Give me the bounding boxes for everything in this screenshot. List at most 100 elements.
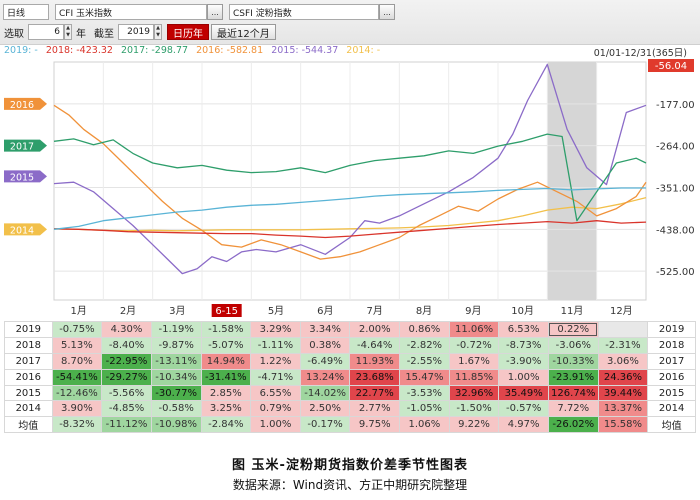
table-cell: -2.82% bbox=[399, 336, 450, 354]
series-line-2016 bbox=[53, 104, 647, 260]
table-cell: -30.77% bbox=[150, 384, 202, 402]
table-cell: 2.77% bbox=[349, 400, 401, 418]
toolbar-row-symbols: 日线 CFI 玉米指数 ... CSFI 淀粉指数 ... bbox=[0, 2, 395, 22]
row-year-label: 2019 bbox=[647, 321, 696, 338]
table-cell: 3.29% bbox=[250, 321, 301, 338]
table-cell: 39.44% bbox=[597, 384, 649, 402]
y-tick-label: -264.00 bbox=[656, 142, 695, 153]
seasonality-line-chart: -177.00 -264.00 -351.00 -438.00 -525.00 1月 2月 3… bbox=[4, 59, 695, 317]
legend-item-2015[interactable]: 2015: -544.37 bbox=[271, 45, 339, 56]
table-cell: -8.73% bbox=[498, 336, 549, 354]
table-cell: -8.40% bbox=[101, 336, 152, 354]
legend-item-2016[interactable]: 2016: -582.81 bbox=[196, 45, 264, 56]
last-12-months-button[interactable]: 最近12个月 bbox=[211, 24, 276, 40]
table-cell: -22.95% bbox=[101, 352, 152, 370]
cutoff-year-input[interactable]: 2019 bbox=[118, 24, 154, 40]
table-cell: -4.85% bbox=[101, 400, 152, 418]
table-cell: 6.55% bbox=[250, 384, 301, 402]
table-cell: -0.75% bbox=[51, 321, 103, 338]
symbol-a-browse-button[interactable]: ... bbox=[207, 4, 223, 20]
table-cell: 11.93% bbox=[349, 352, 401, 370]
table-cell: -5.56% bbox=[101, 384, 152, 402]
table-cell: 3.25% bbox=[200, 400, 252, 418]
table-cell: 24.36% bbox=[597, 368, 649, 386]
legend-item-2017[interactable]: 2017: -298.77 bbox=[120, 45, 189, 56]
row-year-label: 2019 bbox=[4, 321, 53, 338]
x-tick-label: 2月 bbox=[120, 305, 136, 317]
years-unit-label: 年 bbox=[76, 28, 86, 40]
cutoff-year-spinner[interactable]: ▲ ▼ bbox=[154, 24, 162, 40]
table-cell: -2.55% bbox=[399, 352, 450, 370]
select-label: 选取 bbox=[4, 28, 24, 40]
table-cell: -1.11% bbox=[250, 336, 301, 354]
table-cell: 8.70% bbox=[51, 352, 103, 370]
y-tick-label: -438.00 bbox=[656, 225, 695, 236]
x-tick-label: 11月 bbox=[561, 305, 584, 317]
x-tick-label: 10月 bbox=[511, 305, 534, 317]
row-year-label: 2018 bbox=[647, 336, 696, 354]
table-cell: -3.90% bbox=[498, 352, 549, 370]
table-cell: 126.74% bbox=[547, 384, 599, 402]
x-tick-label: 12月 bbox=[610, 305, 633, 317]
series-line-2018 bbox=[53, 220, 647, 239]
row-year-label: 2018 bbox=[4, 336, 53, 354]
table-cell: -0.57% bbox=[498, 400, 549, 418]
table-row: 2017 8.70% -22.95% -13.11% 14.94% 1.22% -6.49%… bbox=[4, 352, 696, 370]
table-row: 2019 -0.75% 4.30% -1.19% -1.58% 3.29% 3.34% 2.0… bbox=[4, 321, 696, 338]
legend-item-2014[interactable]: 2014: - bbox=[346, 45, 381, 56]
series-legend: 2019: - 2018: -423.32 2017: -298.77 2016… bbox=[4, 45, 696, 59]
table-cell: -2.31% bbox=[597, 336, 649, 354]
table-cell: 0.79% bbox=[250, 400, 301, 418]
cutoff-label: 截至 bbox=[94, 28, 114, 40]
symbol-b-input[interactable]: CSFI 淀粉指数 bbox=[229, 4, 379, 20]
series-marker-label: 2016 bbox=[10, 100, 34, 111]
x-tick-label: 6-15 bbox=[215, 306, 238, 317]
period-select[interactable]: 日线 bbox=[3, 4, 49, 20]
series-line-2019 bbox=[53, 187, 646, 230]
table-cell: 0.86% bbox=[399, 321, 450, 338]
table-cell: 23.68% bbox=[349, 368, 401, 386]
table-cell: 1.00% bbox=[498, 368, 549, 386]
x-tick-label: 7月 bbox=[366, 305, 382, 317]
table-cell: 1.06% bbox=[399, 416, 450, 434]
table-cell: -1.05% bbox=[399, 400, 450, 418]
table-cell: -1.58% bbox=[200, 321, 252, 338]
table-cell: -14.02% bbox=[299, 384, 351, 402]
row-year-label: 均值 bbox=[4, 416, 53, 434]
table-cell: 3.06% bbox=[597, 352, 649, 370]
table-cell: 15.58% bbox=[597, 416, 649, 434]
years-spinner[interactable]: ▲ ▼ bbox=[64, 24, 72, 40]
table-cell: 7.72% bbox=[547, 400, 599, 418]
table-cell: -11.12% bbox=[101, 416, 152, 434]
table-cell: -26.02% bbox=[547, 416, 599, 434]
highlight-band bbox=[547, 62, 597, 300]
series-line-2014 bbox=[53, 196, 647, 232]
table-cell: 15.47% bbox=[399, 368, 450, 386]
series-marker-2015 bbox=[4, 170, 47, 183]
x-tick-label: 8月 bbox=[416, 305, 432, 317]
spin-down-icon[interactable]: ▼ bbox=[66, 32, 70, 38]
spin-up-icon[interactable]: ▲ bbox=[156, 25, 160, 31]
table-row: 均值 -8.32% -11.12% -10.98% -2.84% 1.00% -0.17% 9… bbox=[4, 416, 696, 434]
table-cell: -6.49% bbox=[299, 352, 351, 370]
table-cell: 35.49% bbox=[498, 384, 549, 402]
legend-item-2018[interactable]: 2018: -423.32 bbox=[45, 45, 113, 56]
legend-item-2019[interactable]: 2019: - bbox=[4, 45, 38, 56]
spin-up-icon[interactable]: ▲ bbox=[66, 25, 70, 31]
row-year-label: 2014 bbox=[647, 400, 696, 418]
row-year-label: 均值 bbox=[647, 416, 696, 434]
table-cell: 1.22% bbox=[250, 352, 301, 370]
table-cell: 2.85% bbox=[200, 384, 252, 402]
table-cell: -54.41% bbox=[51, 368, 103, 386]
symbol-a-input[interactable]: CFI 玉米指数 bbox=[55, 4, 207, 20]
years-input[interactable]: 6 bbox=[28, 24, 64, 40]
table-row: 2014 3.90% -4.85% -0.58% 3.25% 0.79% 2.50% 2.77… bbox=[4, 400, 696, 418]
table-cell: 2.50% bbox=[299, 400, 351, 418]
series-line-2017 bbox=[53, 133, 647, 222]
calendar-year-button[interactable]: 日历年 bbox=[167, 24, 209, 40]
table-cell: 2.00% bbox=[349, 321, 401, 338]
table-cell: -10.33% bbox=[547, 352, 599, 370]
symbol-b-browse-button[interactable]: ... bbox=[379, 4, 395, 20]
table-cell: 32.96% bbox=[448, 384, 500, 402]
spin-down-icon[interactable]: ▼ bbox=[156, 32, 160, 38]
